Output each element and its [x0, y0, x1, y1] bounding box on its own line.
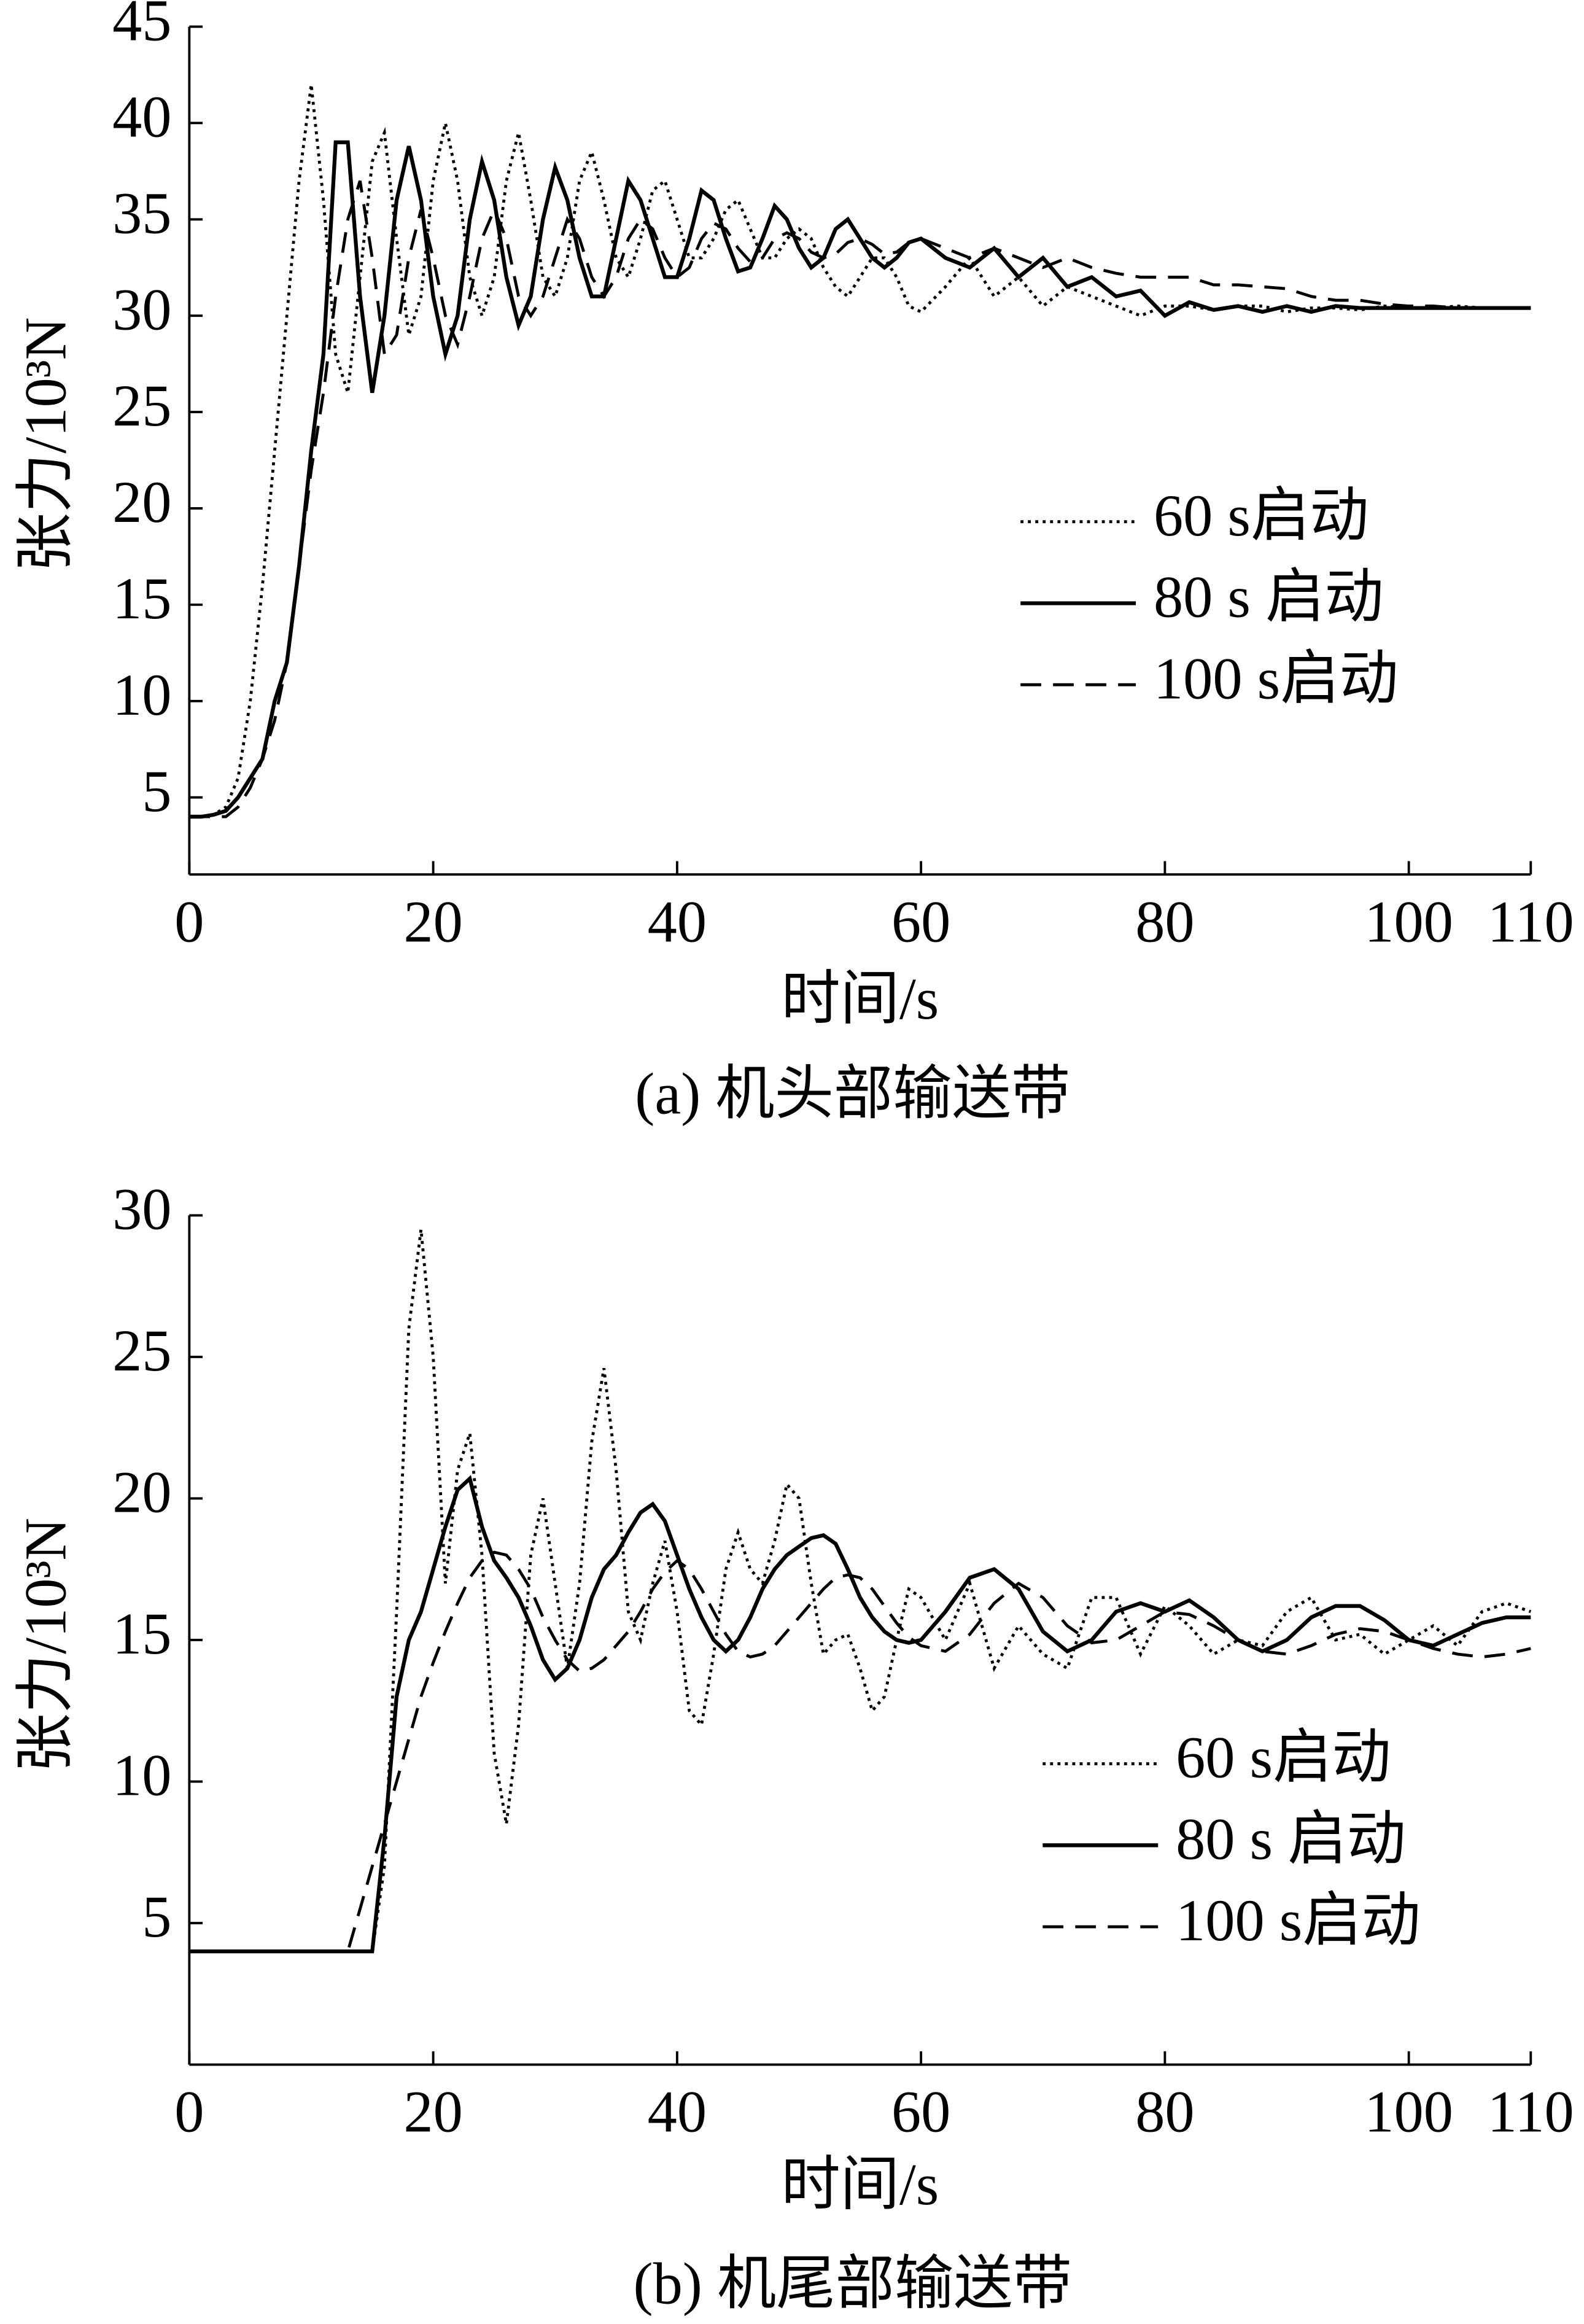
- series-line: [189, 180, 1531, 818]
- x-tick-label: 100: [1364, 2079, 1453, 2145]
- legend-label: 80 s 启动: [1176, 1806, 1406, 1871]
- y-tick-label: 20: [112, 469, 171, 535]
- y-tick-label: 25: [112, 1318, 171, 1383]
- y-tick-label: 5: [142, 1884, 171, 1949]
- y-tick-label: 45: [112, 0, 171, 53]
- x-tick-label: 40: [648, 2079, 707, 2145]
- legend-label: 80 s 启动: [1154, 564, 1384, 630]
- y-axis-title: 张力/10³N: [13, 317, 79, 572]
- series-line: [189, 1550, 1531, 1953]
- y-tick-label: 30: [112, 276, 171, 342]
- x-tick-label: 100: [1364, 888, 1453, 954]
- x-axis-title: 时间/s: [781, 966, 939, 1032]
- y-tick-label: 35: [112, 180, 171, 246]
- x-tick-label: 60: [891, 888, 950, 954]
- y-tick-label: 15: [112, 565, 171, 631]
- y-tick-label: 15: [112, 1601, 171, 1666]
- series-line: [189, 1475, 1531, 1954]
- x-tick-label: 60: [891, 2079, 950, 2145]
- y-tick-label: 25: [112, 373, 171, 438]
- x-tick-label: 40: [648, 888, 707, 954]
- x-tick-label: 20: [403, 888, 462, 954]
- legend-label: 60 s启动: [1176, 1725, 1391, 1790]
- series-line: [189, 140, 1531, 819]
- x-tick-label: 110: [1488, 888, 1574, 954]
- x-tick-label: 0: [174, 2079, 204, 2145]
- x-tick-label: 110: [1488, 2079, 1574, 2145]
- caption: (b) 机尾部输送带: [634, 2251, 1072, 2317]
- y-tick-label: 5: [142, 758, 171, 824]
- legend-label: 100 s启动: [1154, 645, 1399, 711]
- x-tick-label: 80: [1135, 888, 1194, 954]
- y-tick-label: 10: [112, 662, 171, 728]
- y-tick-label: 30: [112, 1176, 171, 1242]
- legend-label: 100 s启动: [1176, 1887, 1421, 1953]
- y-tick-label: 40: [112, 84, 171, 149]
- x-tick-label: 0: [174, 888, 204, 954]
- x-axis-title: 时间/s: [781, 2151, 939, 2217]
- y-tick-label: 20: [112, 1459, 171, 1525]
- caption: (a) 机头部输送带: [635, 1060, 1070, 1126]
- y-axis-title: 张力/10³N: [13, 1518, 79, 1773]
- y-tick-label: 10: [112, 1743, 171, 1808]
- x-tick-label: 80: [1135, 2079, 1194, 2145]
- x-tick-label: 20: [403, 2079, 462, 2145]
- legend-label: 60 s启动: [1154, 483, 1369, 548]
